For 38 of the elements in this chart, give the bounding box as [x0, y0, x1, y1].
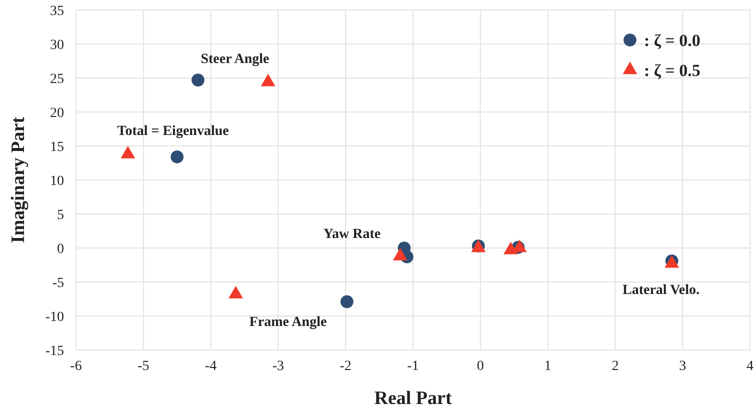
- x-tick-label: -1: [407, 359, 419, 374]
- legend-label: : ζ = 0.0: [644, 31, 700, 50]
- y-tick-label: -5: [52, 276, 64, 291]
- point: [340, 295, 354, 308]
- y-tick-label: 20: [50, 106, 64, 121]
- point: [228, 286, 243, 298]
- x-tick-label: -5: [138, 359, 150, 374]
- y-tick-label: 30: [50, 38, 64, 53]
- x-tick-label: -6: [70, 359, 82, 374]
- y-tick-label: -10: [45, 310, 64, 325]
- legend-label: : ζ = 0.5: [644, 61, 700, 80]
- y-tick-label: 35: [50, 4, 64, 19]
- x-tick-label: 4: [746, 359, 754, 374]
- point: [392, 248, 408, 260]
- x-tick-label: -3: [272, 359, 284, 374]
- y-tick-label: 10: [50, 174, 64, 189]
- y-tick-label: 25: [50, 72, 64, 87]
- x-tick-label: 1: [544, 359, 552, 374]
- x-axis-title: Real Part: [374, 388, 452, 409]
- x-tick-label: -2: [340, 359, 352, 374]
- y-axis-title: Imaginary Part: [8, 116, 29, 244]
- point: [260, 74, 276, 86]
- x-tick-label: 2: [612, 359, 619, 374]
- point: [192, 74, 204, 86]
- annotation: Lateral Velo.: [622, 283, 700, 298]
- y-tick-label: 15: [50, 140, 64, 155]
- x-tick-label: -4: [204, 359, 217, 374]
- point: [170, 150, 184, 164]
- annotation: Steer Angle: [200, 52, 270, 67]
- x-tick-label: 0: [476, 359, 484, 374]
- y-tick-label: -15: [45, 344, 64, 359]
- y-tick-label: 0: [57, 242, 64, 257]
- point: [120, 146, 136, 158]
- y-tick-label: 5: [57, 208, 64, 223]
- x-tick-label: 3: [679, 359, 686, 374]
- annotation: Yaw Rate: [323, 227, 381, 242]
- annotation: Total = Eigenvalue: [117, 124, 229, 139]
- annotation: Frame Angle: [249, 315, 327, 330]
